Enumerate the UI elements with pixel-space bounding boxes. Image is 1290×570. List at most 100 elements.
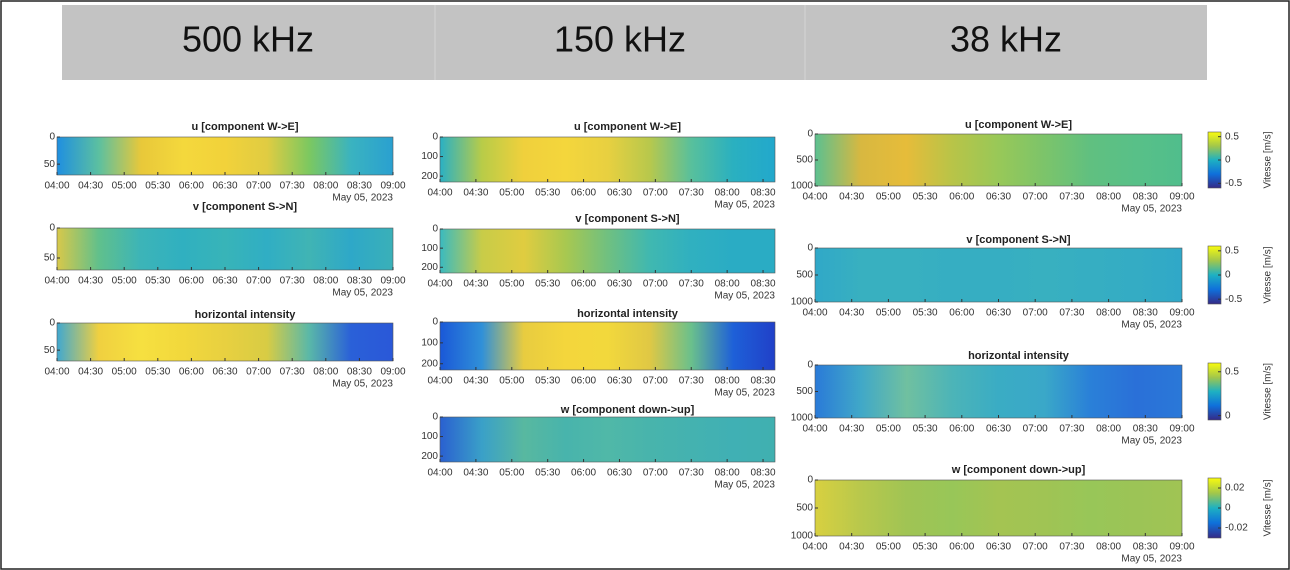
y-tick-label: 200: [421, 358, 438, 369]
x-tick-label: 06:30: [986, 424, 1011, 435]
y-tick-label: 50: [44, 159, 56, 170]
x-tick-label: 09:00: [380, 276, 405, 287]
x-tick-label: 07:30: [679, 468, 704, 479]
x-tick-label: 07:00: [643, 188, 668, 199]
x-tick-label: 04:30: [463, 188, 488, 199]
colorbar-label: Vitesse [m/s]: [1263, 131, 1274, 188]
y-tick-label: 0: [807, 475, 813, 486]
x-tick-label: 08:30: [1133, 192, 1158, 203]
x-tick-label: 04:00: [802, 308, 827, 319]
x-axis-label: May 05, 2023: [714, 200, 775, 211]
x-tick-label: 04:30: [839, 424, 864, 435]
x-tick-label: 06:00: [571, 188, 596, 199]
x-tick-label: 08:30: [751, 188, 776, 199]
colorbar-tick-label: 0: [1225, 503, 1231, 514]
x-tick-label: 08:30: [347, 367, 372, 378]
x-tick-label: 06:30: [607, 279, 632, 290]
x-tick-label: 06:00: [179, 367, 204, 378]
x-tick-label: 05:30: [145, 181, 170, 192]
x-tick-label: 05:00: [499, 188, 524, 199]
x-axis-label: May 05, 2023: [1121, 436, 1182, 447]
y-tick-label: 100: [421, 338, 438, 349]
x-tick-label: 06:00: [949, 542, 974, 553]
plot-frame: [439, 228, 776, 274]
x-tick-label: 07:00: [1023, 424, 1048, 435]
x-axis-label: May 05, 2023: [1121, 554, 1182, 565]
x-tick-label: 08:30: [751, 376, 776, 387]
x-tick-label: 05:00: [112, 276, 137, 287]
x-tick-label: 04:00: [802, 424, 827, 435]
y-tick-label: 1000: [791, 531, 814, 542]
x-tick-label: 08:00: [1096, 424, 1121, 435]
x-tick-label: 08:00: [313, 367, 338, 378]
x-tick-label: 08:00: [715, 279, 740, 290]
x-tick-label: 05:30: [145, 367, 170, 378]
chart-title: horizontal intensity: [195, 309, 297, 321]
x-axis-label: May 05, 2023: [1121, 320, 1182, 331]
x-tick-label: 08:00: [1096, 192, 1121, 203]
x-axis-label: May 05, 2023: [332, 193, 393, 204]
x-tick-label: 05:00: [499, 468, 524, 479]
x-tick-label: 05:00: [499, 279, 524, 290]
column-header: 38 kHz: [950, 19, 1062, 60]
heatmap: [57, 228, 393, 270]
x-tick-label: 07:00: [246, 181, 271, 192]
column-header: 500 kHz: [182, 19, 314, 60]
x-tick-label: 08:30: [347, 276, 372, 287]
x-tick-label: 09:00: [380, 181, 405, 192]
x-tick-label: 04:00: [427, 376, 452, 387]
y-tick-label: 0: [432, 317, 438, 328]
x-tick-label: 05:30: [913, 308, 938, 319]
colorbar-tick-label: 0.5: [1225, 366, 1239, 377]
y-tick-label: 100: [421, 431, 438, 442]
chart-title: u [component W->E]: [191, 121, 298, 133]
x-tick-label: 09:00: [1169, 192, 1194, 203]
y-tick-label: 0: [49, 318, 55, 329]
x-tick-label: 08:00: [715, 188, 740, 199]
heatmap: [440, 322, 775, 370]
x-tick-label: 08:30: [1133, 308, 1158, 319]
x-tick-label: 08:30: [751, 468, 776, 479]
x-tick-label: 07:00: [1023, 542, 1048, 553]
x-tick-label: 05:30: [913, 424, 938, 435]
colorbar-tick-label: 0: [1225, 410, 1231, 421]
x-tick-label: 04:00: [44, 181, 69, 192]
chart-title: horizontal intensity: [577, 308, 679, 320]
x-tick-label: 07:30: [1059, 424, 1084, 435]
x-tick-label: 06:00: [571, 376, 596, 387]
chart-title: w [component down->up]: [560, 404, 695, 416]
x-tick-label: 09:00: [1169, 308, 1194, 319]
y-tick-label: 200: [421, 451, 438, 462]
plot-frame: [439, 136, 776, 183]
x-tick-label: 04:30: [463, 376, 488, 387]
heatmap: [815, 365, 1182, 418]
y-tick-label: 200: [421, 262, 438, 273]
chart-title: v [component S->N]: [575, 213, 680, 225]
x-tick-label: 04:30: [839, 192, 864, 203]
x-tick-label: 07:00: [643, 279, 668, 290]
y-tick-label: 100: [421, 243, 438, 254]
x-tick-label: 06:00: [949, 308, 974, 319]
x-tick-label: 04:30: [78, 181, 103, 192]
x-tick-label: 05:00: [876, 542, 901, 553]
x-tick-label: 04:00: [427, 279, 452, 290]
x-tick-label: 08:00: [715, 468, 740, 479]
y-tick-label: 0: [432, 224, 438, 235]
heatmap: [815, 480, 1182, 536]
y-tick-label: 100: [421, 151, 438, 162]
chart-title: v [component S->N]: [966, 234, 1071, 246]
x-tick-label: 07:00: [643, 376, 668, 387]
x-tick-label: 08:30: [751, 279, 776, 290]
x-tick-label: 05:00: [876, 424, 901, 435]
x-tick-label: 04:30: [78, 276, 103, 287]
y-tick-label: 500: [796, 270, 813, 281]
x-tick-label: 06:00: [179, 276, 204, 287]
x-tick-label: 06:30: [986, 308, 1011, 319]
x-axis-label: May 05, 2023: [714, 291, 775, 302]
plot-frame: [439, 416, 776, 463]
heatmap: [815, 134, 1182, 186]
y-tick-label: 50: [44, 253, 56, 264]
colorbar-label: Vitesse [m/s]: [1263, 246, 1274, 303]
